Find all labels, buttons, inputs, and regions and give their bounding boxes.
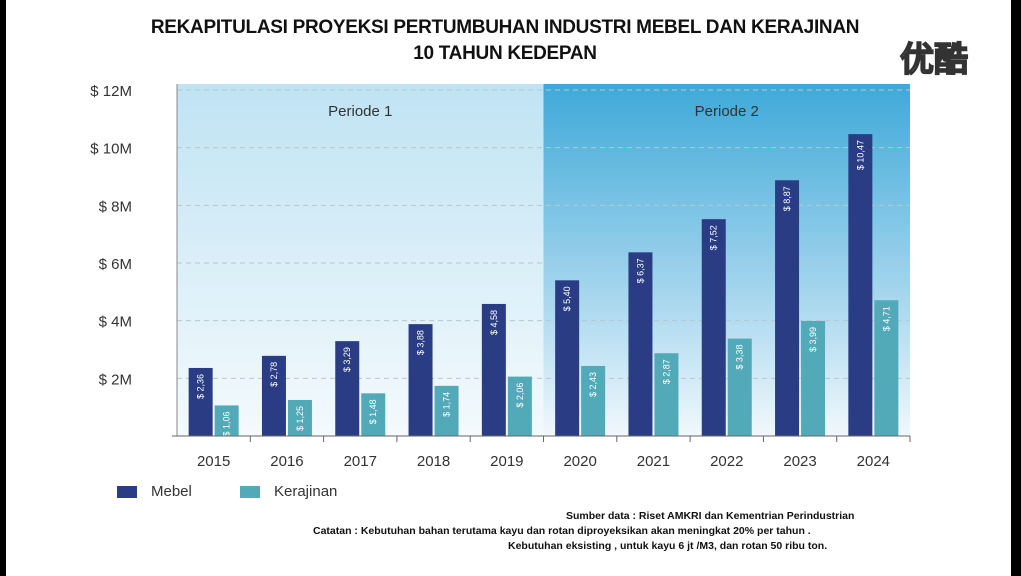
bar-kerajinan [654,353,679,436]
x-tick-label: 2017 [344,453,377,470]
bar-mebel [555,280,580,436]
watermark-logo: 优酷 [899,40,969,80]
bar-kerajinan [287,399,312,436]
bar-kerajinan [214,405,239,436]
bar-kerajinan [581,365,606,436]
bar-mebel [335,341,360,436]
bar-kerajinan [434,385,459,436]
y-tick-label: $ 6M [99,256,132,273]
y-tick-label: $ 4M [99,314,132,331]
bar-mebel [775,180,800,436]
chart-title-line1: REKAPITULASI PROYEKSI PERTUMBUHAN INDUST… [150,17,860,38]
catatan-note: Catatan : Kebutuhan bahan terutama kayu … [313,525,811,537]
data-label-mebel: $ 5,40 [562,286,572,311]
x-tick-label: 2023 [783,453,816,470]
legend-swatch-kerajinan [240,485,260,498]
data-label-kerajinan: $ 1,48 [368,399,378,424]
legend-label-mebel: Mebel [151,483,192,500]
data-label-mebel: $ 2,36 [196,374,206,399]
x-tick-label: 2019 [490,453,523,470]
data-label-kerajinan: $ 2,06 [515,383,525,408]
period-2-label: Periode 2 [695,103,759,120]
source-note: Sumber data : Riset AMKRI dan Kementrian… [566,510,855,522]
chart-title-line2: 10 TAHUN KEDEPAN [413,43,597,64]
legend-label-kerajinan: Kerajinan [274,483,338,500]
x-tick-label: 2016 [270,453,303,470]
y-tick-label: $ 8M [99,198,132,215]
y-tick-label: $ 2M [99,371,132,388]
data-label-kerajinan: $ 3,99 [808,327,818,352]
data-label-mebel: $ 3,88 [416,330,426,355]
data-label-kerajinan: $ 1,06 [222,411,232,436]
data-label-kerajinan: $ 2,43 [588,372,598,397]
data-label-mebel: $ 7,52 [709,225,719,250]
bar-kerajinan [507,376,532,436]
existing-note: Kebutuhan eksisting , untuk kayu 6 jt /M… [508,540,828,552]
data-label-kerajinan: $ 3,38 [735,345,745,370]
video-border-right [1011,0,1021,576]
data-label-mebel: $ 10,47 [855,140,865,170]
data-label-kerajinan: $ 4,71 [881,306,891,331]
y-tick-label: $ 10M [90,141,132,158]
x-tick-label: 2024 [857,453,890,470]
video-border-left [0,0,6,576]
bar-mebel [628,252,653,436]
data-label-mebel: $ 2,78 [269,362,279,387]
bar-mebel [261,355,286,436]
bar-mebel [701,219,726,436]
data-label-mebel: $ 3,29 [342,347,352,372]
x-tick-label: 2021 [637,453,670,470]
x-tick-label: 2020 [563,453,596,470]
period-1-label: Periode 1 [328,103,392,120]
x-tick-label: 2022 [710,453,743,470]
legend-swatch-mebel [117,485,137,498]
bar-kerajinan [874,300,899,436]
data-label-kerajinan: $ 1,25 [295,406,305,431]
y-tick-label: $ 12M [90,83,132,100]
bar-mebel [481,303,506,436]
data-label-mebel: $ 4,58 [489,310,499,335]
bar-kerajinan [801,320,826,436]
bar-mebel [188,367,213,436]
bar-mebel [408,324,433,436]
bar-kerajinan [361,393,386,436]
x-tick-label: 2015 [197,453,230,470]
x-tick-label: 2018 [417,453,450,470]
bar-kerajinan [727,338,752,436]
legend-kerajinan: Kerajinan [240,483,337,500]
data-label-kerajinan: $ 1,74 [442,392,452,417]
data-label-kerajinan: $ 2,87 [661,359,671,384]
legend-mebel: Mebel [117,483,192,500]
bar-mebel [848,134,873,437]
data-label-mebel: $ 8,87 [782,186,792,211]
data-label-mebel: $ 6,37 [635,258,645,283]
